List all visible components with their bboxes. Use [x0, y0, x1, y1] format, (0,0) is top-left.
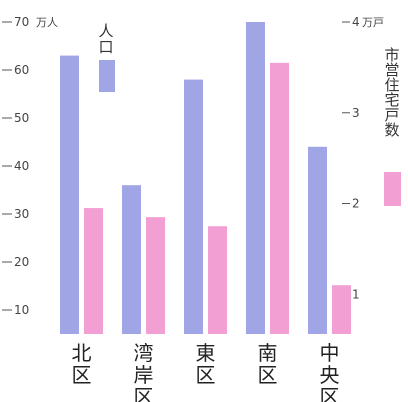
category-label: 区 [320, 385, 340, 402]
right-axis-unit: 万戸 [362, 16, 384, 29]
bars [60, 22, 351, 335]
category-label: 岸 [134, 363, 154, 387]
category-label: 区 [72, 363, 92, 387]
bar-population [308, 146, 327, 334]
category-label: 区 [258, 363, 278, 387]
category-label: 央 [320, 363, 340, 387]
category-label: 南 [258, 341, 278, 365]
bar-housing [208, 226, 227, 334]
legend-label-population: 人 [98, 22, 113, 40]
left-tick-label: 40 [14, 159, 29, 173]
left-tick-label: 60 [14, 63, 29, 77]
legend-swatch-housing [384, 172, 401, 206]
category-label: 北 [72, 341, 92, 365]
legend-label-population: 口 [98, 38, 113, 56]
bar-population [246, 22, 265, 334]
legend-label-housing: 数 [384, 121, 399, 139]
left-axis-unit: 万人 [36, 16, 58, 29]
left-tick-label: 70 [14, 15, 29, 29]
left-tick-label: 50 [14, 111, 29, 125]
legend-label-housing: 戸 [384, 106, 399, 124]
bar-population [184, 79, 203, 334]
right-tick-label: 2 [352, 197, 360, 211]
right-axis: 1 2 3 4 万戸 [342, 15, 384, 301]
left-tick-label: 20 [14, 255, 29, 269]
legend-label-housing: 住 [384, 76, 399, 94]
bar-housing [332, 285, 351, 334]
bar-housing [270, 62, 289, 335]
category-label: 区 [134, 385, 154, 402]
bar-population [60, 55, 79, 334]
legend-label-housing: 市 [384, 46, 399, 64]
bar-population [122, 185, 141, 334]
right-tick-label: 1 [352, 287, 360, 301]
category-label: 湾 [134, 341, 154, 365]
category-label: 東 [196, 341, 216, 365]
left-tick-label: 30 [14, 207, 29, 221]
bar-housing [146, 217, 165, 334]
legend-label-housing: 営 [384, 61, 399, 79]
left-axis: 10 20 30 40 50 60 70 万人 [2, 15, 58, 317]
category-label: 区 [196, 363, 216, 387]
left-tick-label: 10 [14, 303, 29, 317]
bar-housing [84, 208, 103, 334]
right-tick-label: 4 [352, 15, 360, 29]
legend-swatch-population [99, 60, 115, 92]
category-label: 中 [320, 341, 340, 365]
right-tick-label: 3 [352, 106, 360, 120]
legend-label-housing: 宅 [384, 91, 399, 109]
